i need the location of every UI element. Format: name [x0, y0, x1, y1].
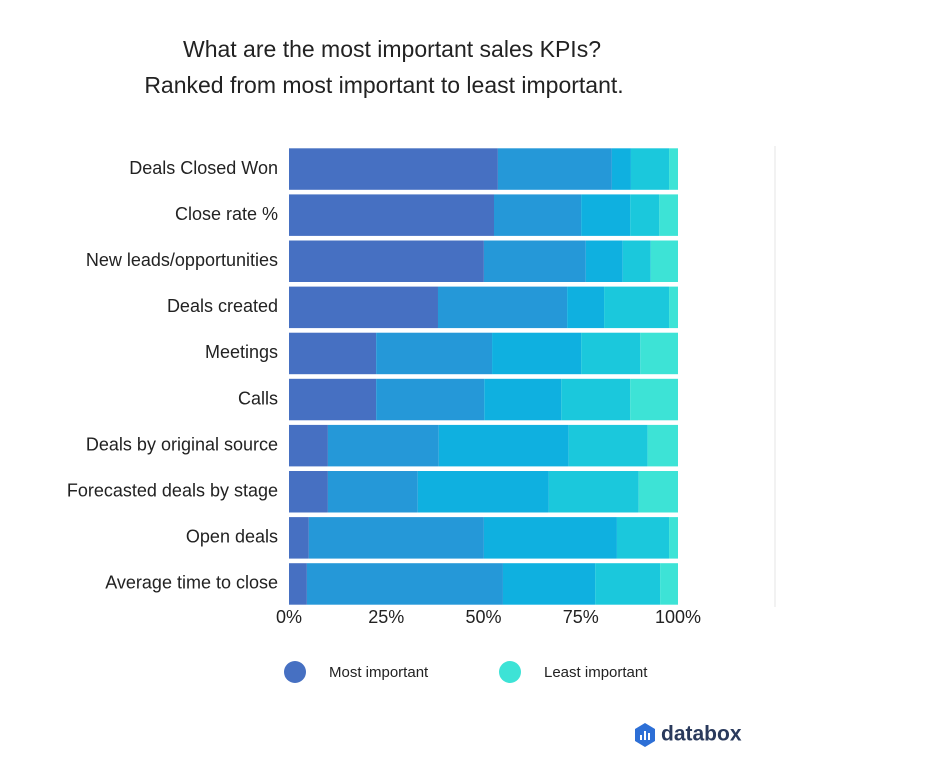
brand-name: databox — [661, 723, 742, 746]
bar-segment — [289, 240, 484, 282]
bar-segment — [660, 563, 678, 605]
y-tick-label: New leads/opportunities — [86, 250, 278, 270]
x-tick-label: 100% — [655, 607, 701, 627]
y-tick-label: Close rate % — [175, 204, 278, 224]
bar-segment — [630, 148, 670, 190]
bar-segment — [438, 424, 569, 467]
bar-segment — [484, 378, 562, 421]
y-tick-label: Deals created — [167, 296, 278, 316]
y-tick-label: Meetings — [205, 342, 278, 362]
y-tick-label: Open deals — [186, 527, 278, 547]
bar-segment — [548, 471, 639, 513]
bar-segment — [437, 286, 568, 329]
bar-segment — [376, 332, 493, 375]
chart-subtitle: Ranked from most important to least impo… — [144, 72, 623, 98]
bar-segment — [289, 471, 328, 513]
y-tick-label: Deals by original source — [86, 434, 278, 454]
bar-segment — [561, 378, 631, 421]
bar-segment — [327, 424, 439, 467]
bar-segment — [494, 194, 582, 236]
bar-segment — [638, 471, 678, 513]
bar-segment — [581, 194, 631, 236]
bar-segment — [630, 194, 660, 236]
y-tick-label: Forecasted deals by stage — [67, 481, 278, 501]
brand-logo: databox — [635, 723, 742, 747]
x-tick-label: 75% — [563, 607, 599, 627]
bar-segment — [650, 240, 678, 282]
bar-segment — [647, 424, 678, 467]
bar-segment — [585, 240, 623, 282]
bar-segment — [492, 332, 582, 375]
x-tick-label: 50% — [465, 607, 501, 627]
bar-segment — [616, 517, 670, 559]
bar-segment — [417, 471, 549, 513]
x-tick-label: 0% — [276, 607, 302, 627]
x-tick-label: 25% — [368, 607, 404, 627]
bar-segment — [622, 240, 651, 282]
bar-segment — [289, 286, 438, 329]
bar-segment — [308, 517, 484, 559]
bar-segment — [289, 517, 309, 559]
y-tick-label: Deals Closed Won — [129, 158, 278, 178]
bar-segment — [669, 148, 678, 190]
legend-label: Least important — [544, 664, 648, 681]
bar-segment — [568, 424, 648, 467]
bar-segment — [306, 563, 503, 605]
bar-segment — [611, 148, 631, 190]
legend-swatch — [499, 661, 521, 683]
bar-segment — [327, 471, 418, 513]
bar-segment — [289, 563, 307, 605]
bar-segment — [659, 194, 678, 236]
bar-segment — [483, 240, 586, 282]
bar-segment — [289, 194, 495, 236]
bar-segment — [669, 286, 678, 329]
bar-segment — [669, 517, 678, 559]
chart-title: What are the most important sales KPIs? — [183, 36, 601, 62]
y-tick-label: Calls — [238, 388, 278, 408]
y-tick-label: Average time to close — [105, 573, 278, 593]
bar-segment — [640, 332, 678, 375]
bar-segment — [604, 286, 670, 329]
bar-segment — [289, 424, 328, 467]
bar-segment — [289, 332, 377, 375]
legend-label: Most important — [329, 664, 429, 681]
bar-segment — [567, 286, 605, 329]
bar-segment — [289, 378, 377, 421]
bar-segment — [502, 563, 596, 605]
bar-segment — [581, 332, 641, 375]
bar-segment — [289, 148, 498, 190]
bar-segment — [376, 378, 485, 421]
bar-segment — [497, 148, 612, 190]
bar-segment — [630, 378, 678, 421]
bar-segment — [595, 563, 661, 605]
bar-segment — [483, 517, 617, 559]
legend-swatch — [284, 661, 306, 683]
